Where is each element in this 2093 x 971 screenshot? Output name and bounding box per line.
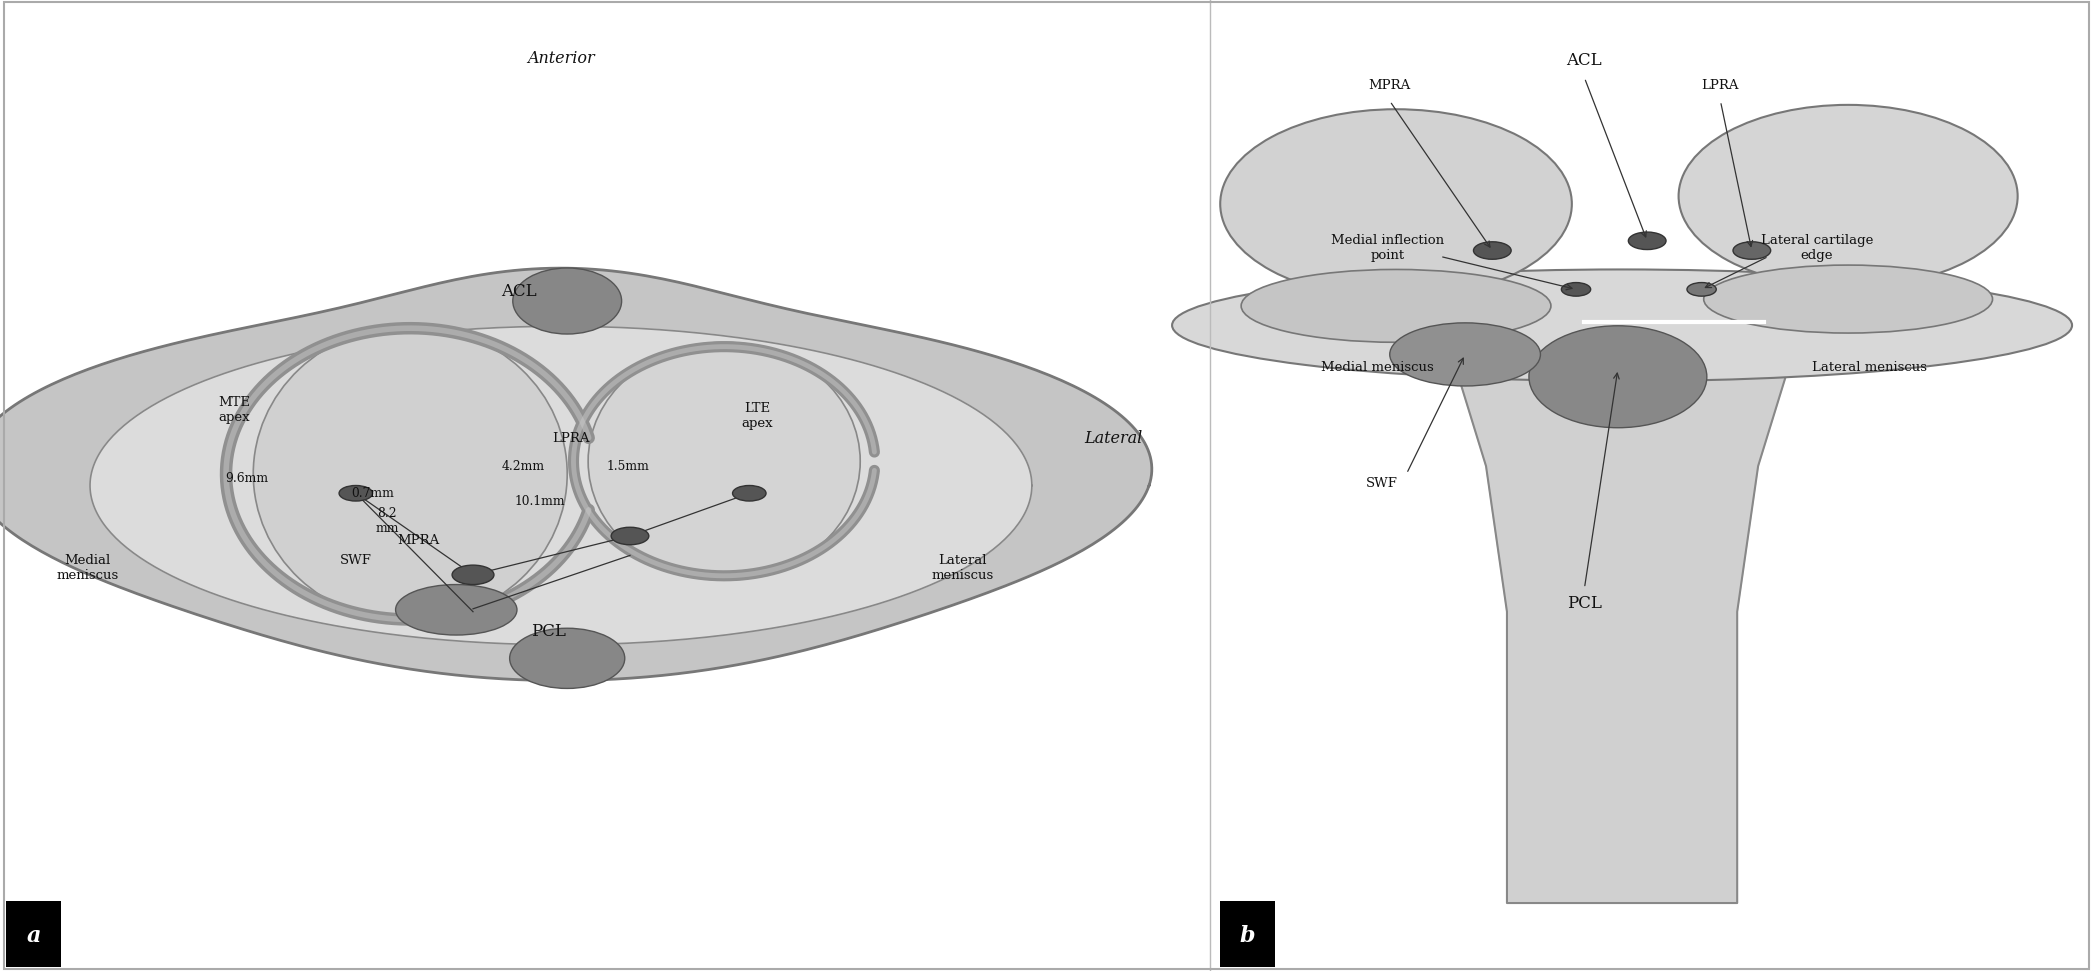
Text: Medial
meniscus: Medial meniscus	[57, 554, 119, 582]
Circle shape	[1561, 283, 1591, 296]
Ellipse shape	[588, 342, 860, 580]
Ellipse shape	[1241, 269, 1551, 342]
FancyBboxPatch shape	[6, 901, 61, 967]
Ellipse shape	[396, 585, 517, 635]
Text: PCL: PCL	[532, 622, 565, 640]
Circle shape	[1687, 283, 1716, 296]
Circle shape	[452, 565, 494, 585]
Polygon shape	[1444, 330, 1800, 903]
Text: LTE
apex: LTE apex	[741, 402, 774, 429]
Text: a: a	[27, 925, 40, 947]
Text: MPRA: MPRA	[1369, 79, 1411, 92]
Ellipse shape	[1704, 265, 1993, 333]
Text: 0.7mm: 0.7mm	[352, 486, 393, 500]
Ellipse shape	[1220, 109, 1572, 298]
Text: ACL: ACL	[500, 283, 538, 300]
Circle shape	[1473, 242, 1511, 259]
Ellipse shape	[1679, 105, 2018, 287]
Text: 4.2mm: 4.2mm	[502, 459, 544, 473]
Text: Anterior: Anterior	[527, 50, 594, 67]
Polygon shape	[90, 326, 1032, 645]
Ellipse shape	[1172, 269, 2072, 381]
Ellipse shape	[253, 326, 567, 621]
Text: 10.1mm: 10.1mm	[515, 494, 565, 508]
Text: Lateral meniscus: Lateral meniscus	[1813, 360, 1926, 374]
Circle shape	[611, 527, 649, 545]
Text: Lateral cartilage
edge: Lateral cartilage edge	[1760, 234, 1873, 261]
Text: b: b	[1239, 925, 1256, 947]
Text: 8.2
mm: 8.2 mm	[375, 508, 400, 535]
Text: LPRA: LPRA	[1702, 79, 1739, 92]
Text: Medial meniscus: Medial meniscus	[1321, 360, 1434, 374]
Text: PCL: PCL	[1568, 595, 1601, 613]
Ellipse shape	[1528, 326, 1708, 427]
Circle shape	[1733, 242, 1771, 259]
Circle shape	[733, 486, 766, 501]
Ellipse shape	[511, 628, 626, 688]
Circle shape	[339, 486, 373, 501]
Text: LPRA: LPRA	[553, 432, 590, 446]
FancyBboxPatch shape	[1220, 901, 1275, 967]
Text: Lateral: Lateral	[1084, 430, 1143, 448]
Text: MPRA: MPRA	[398, 534, 440, 548]
Text: 1.5mm: 1.5mm	[607, 459, 649, 473]
Text: Lateral
meniscus: Lateral meniscus	[931, 554, 994, 582]
Text: SWF: SWF	[339, 553, 373, 567]
Text: MTE
apex: MTE apex	[218, 396, 251, 423]
Text: Medial inflection
point: Medial inflection point	[1331, 234, 1444, 261]
Circle shape	[1628, 232, 1666, 250]
Text: 9.6mm: 9.6mm	[226, 472, 268, 486]
Ellipse shape	[513, 268, 622, 334]
Text: ACL: ACL	[1566, 51, 1603, 69]
Ellipse shape	[1390, 322, 1540, 385]
Text: SWF: SWF	[1365, 477, 1398, 490]
Polygon shape	[0, 268, 1151, 681]
